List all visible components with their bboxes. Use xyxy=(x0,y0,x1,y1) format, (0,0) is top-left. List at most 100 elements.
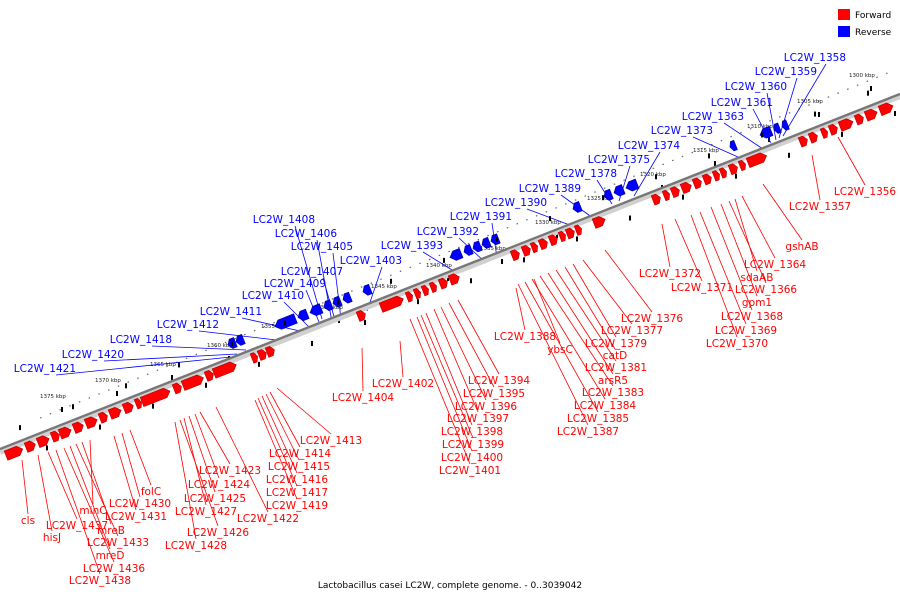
scale-tick-label: 1370 kbp xyxy=(95,378,121,384)
forward-gene xyxy=(249,352,258,364)
leader-line-lc2w-1411 xyxy=(241,317,301,332)
forward-gene xyxy=(537,238,548,251)
leader-line-arsr5 xyxy=(547,272,614,375)
gene-label-lc2w-1394: LC2W_1394 xyxy=(468,375,531,387)
forward-gene xyxy=(378,295,404,313)
leader-line-lc2w-1381 xyxy=(555,269,617,362)
reverse-gene xyxy=(235,333,246,346)
leader-line-lc2w-1422 xyxy=(215,406,269,513)
leader-line-lc2w-1419 xyxy=(254,399,298,500)
leader-line-lc2w-1383 xyxy=(539,275,614,387)
gene-label-lc2w-1389: LC2W_1389 xyxy=(519,183,581,195)
gene-label-lc2w-1412: LC2W_1412 xyxy=(157,319,219,331)
scale-tick-label: 1360 kbp xyxy=(207,343,233,349)
forward-gene xyxy=(3,445,24,461)
leader-line-lc2w-1395 xyxy=(448,302,495,388)
reverse-gene xyxy=(297,308,310,321)
leader-line-lc2w-1356 xyxy=(837,136,866,186)
reverse-gene xyxy=(572,201,583,213)
forward-gene xyxy=(83,416,98,430)
gene-label-lc2w-1366: LC2W_1366 xyxy=(735,284,798,296)
leader-line-lc2w-1417 xyxy=(257,397,298,487)
gene-label-lc2w-1357: LC2W_1357 xyxy=(789,201,851,213)
leader-line-lc2w-1437 xyxy=(47,451,78,520)
forward-gene xyxy=(23,440,36,453)
forward-gene xyxy=(827,123,838,136)
forward-gene xyxy=(591,216,606,229)
forward-gene xyxy=(211,361,237,379)
reverse-gene-labels: LC2W_1358 LC2W_1359 LC2W_1360 LC2W_1361 LC2W… xyxy=(14,52,846,375)
forward-gene xyxy=(520,244,531,257)
reverse-gene xyxy=(773,122,782,134)
gene-label-lc2w-1383: LC2W_1383 xyxy=(582,387,644,399)
forward-gene-labels: LC2W_1356LC2W_1357gshABLC2W_1364sdaABLC2… xyxy=(21,186,897,587)
gene-label-lc2w-1408: LC2W_1408 xyxy=(253,214,315,226)
gene-label-mred: mreD xyxy=(96,550,125,562)
reverse-gene xyxy=(603,188,614,201)
gene-label-lc2w-1419: LC2W_1419 xyxy=(266,500,328,512)
leader-line-lc2w-1385 xyxy=(524,281,599,413)
forward-gene xyxy=(428,281,437,294)
leader-line-lc2w-1405 xyxy=(332,252,342,320)
leader-line-lc2w-1358 xyxy=(782,63,827,137)
gene-label-lc2w-1387: LC2W_1387 xyxy=(557,426,619,438)
leader-line-lc2w-1436 xyxy=(63,447,115,563)
gene-label-lc2w-1375: LC2W_1375 xyxy=(588,154,650,166)
gene-label-lc2w-1407: LC2W_1407 xyxy=(281,266,343,278)
reverse-gene xyxy=(323,299,334,312)
gene-label-catd: catD xyxy=(603,350,627,362)
gene-label-gpm1: gpm1 xyxy=(742,297,772,309)
gene-label-lc2w-1388: LC2W_1388 xyxy=(494,331,556,343)
gene-label-lc2w-1401: LC2W_1401 xyxy=(439,465,501,477)
forward-gene xyxy=(256,349,267,361)
forward-gene xyxy=(650,193,661,206)
reverse-gene xyxy=(481,236,492,249)
gene-label-lc2w-1390: LC2W_1390 xyxy=(485,197,547,209)
gene-label-lc2w-1411: LC2W_1411 xyxy=(200,306,262,318)
reverse-gene xyxy=(274,313,298,330)
forward-gene xyxy=(133,398,142,410)
forward-gene xyxy=(661,189,670,202)
gene-label-lc2w-1438: LC2W_1438 xyxy=(69,575,131,587)
scale-tick-label: 1340 kbp xyxy=(426,263,452,269)
leader-line-cls xyxy=(21,459,29,515)
forward-gene xyxy=(139,387,171,408)
forward-gene xyxy=(853,113,864,126)
scale-tick-label: 1315 kbp xyxy=(693,148,719,154)
leader-line-lc2w-1369 xyxy=(699,211,747,325)
gene-label-lc2w-1361: LC2W_1361 xyxy=(711,97,773,109)
leader-line-lc2w-1396 xyxy=(440,306,487,401)
leader-line-lc2w-1376 xyxy=(604,249,653,313)
reverse-gene xyxy=(309,303,324,316)
reverse-gene xyxy=(463,244,474,256)
forward-gene xyxy=(564,227,575,240)
reverse-genes xyxy=(227,119,790,349)
leader-line-lc2w-1431 xyxy=(113,435,137,511)
scale-tick-label: 1305 kbp xyxy=(797,99,823,105)
scale-tick-label: 1325 kbp xyxy=(587,196,613,202)
gene-label-lc2w-1364: LC2W_1364 xyxy=(744,259,807,271)
leader-line-lc2w-1408 xyxy=(294,225,323,320)
leader-line-lc2w-1360 xyxy=(766,92,777,141)
gene-label-lc2w-1424: LC2W_1424 xyxy=(188,479,251,491)
forward-gene xyxy=(691,177,702,190)
gene-label-lc2w-1418: LC2W_1418 xyxy=(110,334,172,346)
forward-gene xyxy=(547,234,558,247)
forward-gene xyxy=(837,118,854,132)
forward-gene xyxy=(97,411,108,424)
gene-label-lc2w-1359: LC2W_1359 xyxy=(755,66,817,78)
gene-label-lc2w-1406: LC2W_1406 xyxy=(275,228,338,240)
legend-label-reverse: Reverse xyxy=(855,28,892,38)
reverse-gene xyxy=(342,291,353,304)
gene-label-ybsc: ybsC xyxy=(547,344,573,356)
reverse-gene xyxy=(472,240,483,253)
scale-tick-label: 1365 kbp xyxy=(150,362,176,368)
scale-tick-label: 1345 kbp xyxy=(371,284,397,290)
gene-label-lc2w-1425: LC2W_1425 xyxy=(184,493,246,505)
leader-line-lc2w-1424 xyxy=(194,413,220,479)
reverse-gene xyxy=(625,178,640,192)
gene-label-lc2w-1385: LC2W_1385 xyxy=(567,413,629,425)
gene-label-cls: cls xyxy=(21,515,35,527)
gene-label-lc2w-1417: LC2W_1417 xyxy=(266,487,328,499)
